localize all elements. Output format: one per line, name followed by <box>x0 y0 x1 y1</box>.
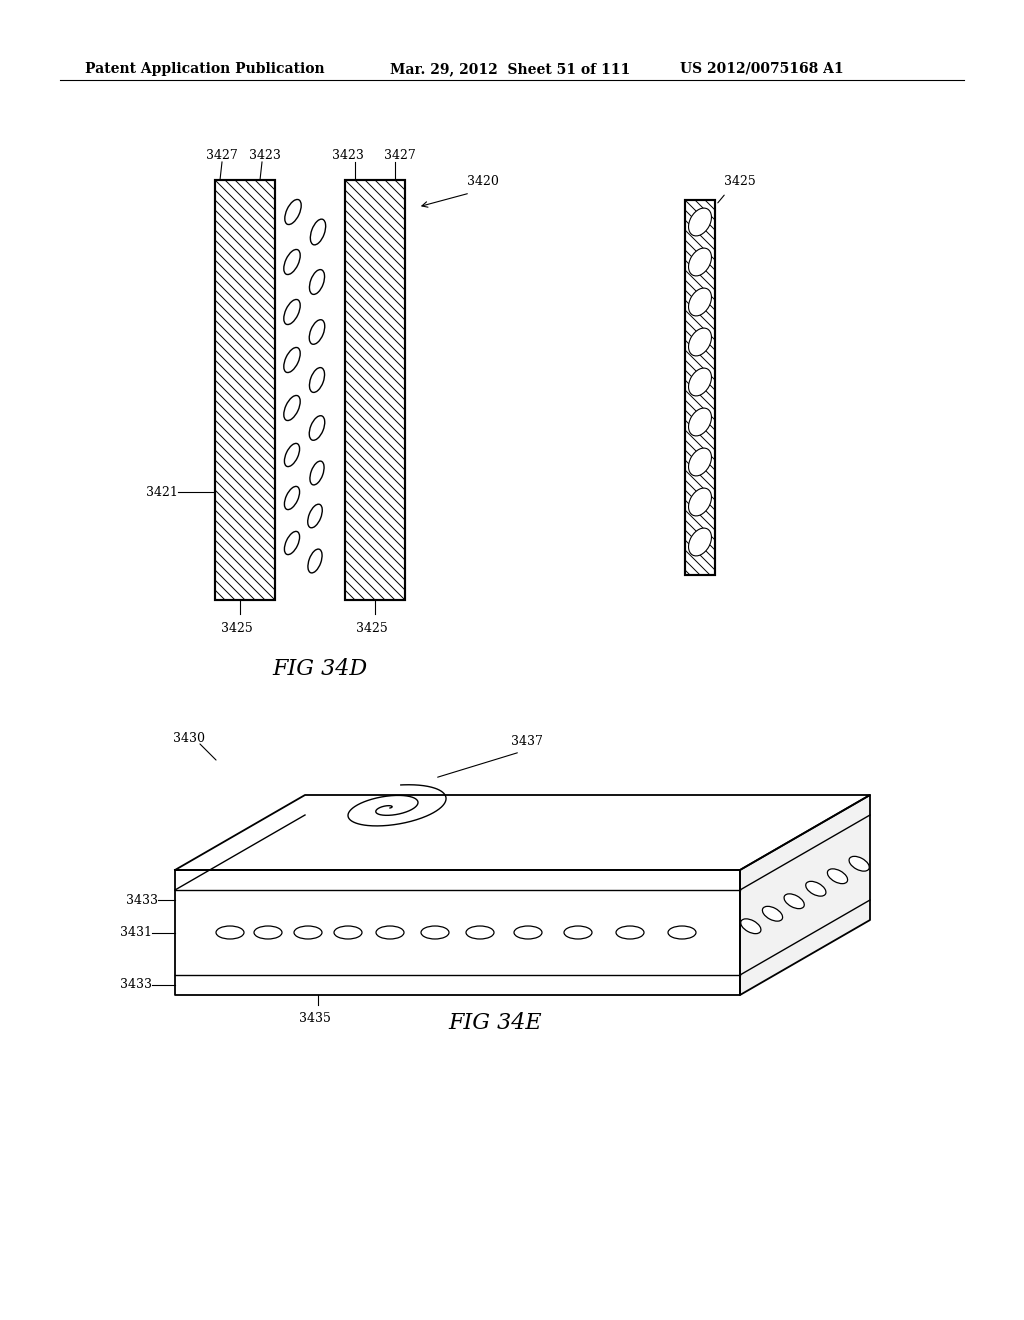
Bar <box>215 180 275 601</box>
Ellipse shape <box>309 416 325 441</box>
Ellipse shape <box>688 488 712 516</box>
Ellipse shape <box>763 907 782 921</box>
Text: 3437: 3437 <box>511 735 543 748</box>
Bar <box>685 201 715 576</box>
Ellipse shape <box>564 927 592 939</box>
Ellipse shape <box>616 927 644 939</box>
Ellipse shape <box>688 447 712 477</box>
Ellipse shape <box>806 882 826 896</box>
Text: Patent Application Publication: Patent Application Publication <box>85 62 325 77</box>
Ellipse shape <box>688 288 712 315</box>
Text: 3421: 3421 <box>146 486 178 499</box>
Bar <box>345 180 406 601</box>
Ellipse shape <box>284 396 300 421</box>
Ellipse shape <box>688 209 712 236</box>
Text: US 2012/0075168 A1: US 2012/0075168 A1 <box>680 62 844 77</box>
Ellipse shape <box>285 532 300 554</box>
Ellipse shape <box>688 528 712 556</box>
Polygon shape <box>740 795 870 995</box>
Ellipse shape <box>668 927 696 939</box>
Ellipse shape <box>294 927 322 939</box>
Text: 3423: 3423 <box>249 149 281 162</box>
Polygon shape <box>175 870 740 995</box>
Text: 3423: 3423 <box>332 149 364 162</box>
Text: 3425: 3425 <box>724 176 756 187</box>
Ellipse shape <box>466 927 494 939</box>
Ellipse shape <box>688 368 712 396</box>
Ellipse shape <box>310 461 324 484</box>
Ellipse shape <box>421 927 449 939</box>
Ellipse shape <box>284 347 300 372</box>
Text: 3431: 3431 <box>120 927 152 939</box>
Text: 3435: 3435 <box>299 1012 331 1026</box>
Ellipse shape <box>285 444 300 466</box>
Text: 3427: 3427 <box>384 149 416 162</box>
Ellipse shape <box>514 927 542 939</box>
Text: 3425: 3425 <box>221 622 253 635</box>
Ellipse shape <box>688 408 712 436</box>
Text: 3433: 3433 <box>120 978 152 991</box>
Ellipse shape <box>308 549 323 573</box>
Text: Mar. 29, 2012  Sheet 51 of 111: Mar. 29, 2012 Sheet 51 of 111 <box>390 62 630 77</box>
Text: 3430: 3430 <box>173 731 205 744</box>
Text: 3433: 3433 <box>126 894 158 907</box>
Bar <box>345 180 406 601</box>
Ellipse shape <box>285 199 301 224</box>
Text: FIG 34D: FIG 34D <box>272 657 368 680</box>
Ellipse shape <box>827 869 848 883</box>
Ellipse shape <box>309 319 325 345</box>
Ellipse shape <box>254 927 282 939</box>
Bar <box>215 180 275 601</box>
Ellipse shape <box>309 269 325 294</box>
Text: 3420: 3420 <box>467 176 499 187</box>
Ellipse shape <box>740 919 761 933</box>
Ellipse shape <box>309 367 325 392</box>
Bar <box>685 201 715 576</box>
Text: FIG 34E: FIG 34E <box>449 1012 542 1034</box>
Ellipse shape <box>310 219 326 246</box>
Text: 3425: 3425 <box>356 622 388 635</box>
Text: 3427: 3427 <box>206 149 238 162</box>
Polygon shape <box>175 795 870 870</box>
Ellipse shape <box>216 927 244 939</box>
Ellipse shape <box>688 329 712 356</box>
Ellipse shape <box>308 504 323 528</box>
Ellipse shape <box>285 486 300 510</box>
Ellipse shape <box>784 894 804 908</box>
Ellipse shape <box>284 249 300 275</box>
Ellipse shape <box>284 300 300 325</box>
Ellipse shape <box>688 248 712 276</box>
Ellipse shape <box>334 927 362 939</box>
Ellipse shape <box>849 857 869 871</box>
Ellipse shape <box>376 927 404 939</box>
